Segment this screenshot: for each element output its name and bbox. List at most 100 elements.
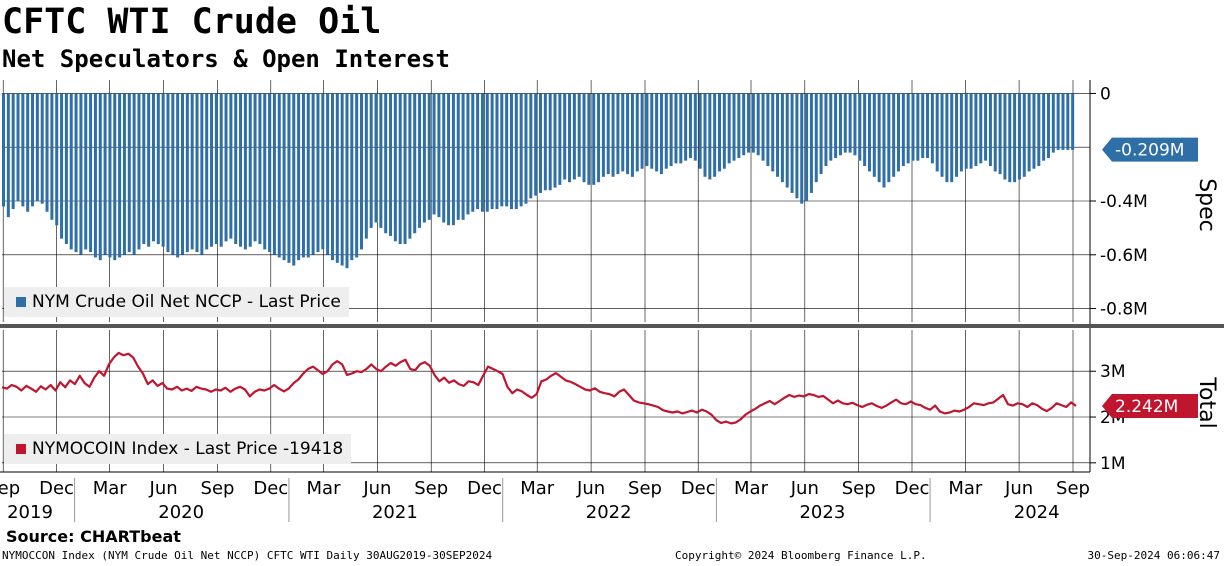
bar [108, 93, 112, 258]
bar [756, 93, 760, 156]
bar [838, 93, 842, 156]
bar [442, 93, 446, 223]
bar [379, 93, 383, 228]
bar [974, 93, 978, 167]
last-value-spec: -0.209M [1115, 141, 1184, 161]
bar [718, 93, 721, 172]
bar [64, 93, 68, 245]
footer-copyright: Copyright© 2024 Bloomberg Finance L.P. [675, 549, 927, 562]
bar [819, 93, 823, 175]
footer-timestamp: 30-Sep-2024 06:06:47 [1087, 549, 1220, 562]
bar [553, 93, 557, 188]
bar [693, 93, 697, 161]
bar [461, 93, 465, 220]
bar [35, 93, 39, 201]
bar [466, 93, 470, 215]
bar [224, 93, 228, 242]
bar [21, 93, 25, 207]
bar [703, 93, 707, 177]
bar [447, 93, 451, 226]
bar [248, 93, 252, 247]
bar [1003, 93, 1007, 180]
bar [897, 93, 900, 172]
bar [316, 93, 320, 253]
bar [814, 93, 818, 183]
bar [766, 93, 770, 167]
bar [1071, 93, 1075, 150]
bar [495, 93, 499, 210]
source-label: Source: CHARTbeat [6, 527, 181, 546]
footer-ticker-info: NYMOCCON Index (NYM Crude Oil Net NCCP) … [2, 549, 493, 562]
bar [572, 93, 576, 180]
bar [40, 93, 44, 204]
bar [113, 93, 117, 261]
bar [611, 93, 615, 177]
bar [214, 93, 218, 245]
bar [485, 93, 489, 212]
x-year-label: 2024 [1014, 502, 1060, 523]
bar [906, 93, 910, 164]
bar [200, 93, 204, 255]
bar [432, 93, 436, 215]
bar [306, 93, 310, 258]
bar [684, 93, 688, 161]
x-tick-label-month: Mar [948, 478, 983, 499]
bar [55, 93, 59, 226]
bar [297, 93, 301, 261]
bar [258, 93, 262, 245]
bar [84, 93, 88, 250]
bar [988, 93, 992, 167]
bar [1017, 93, 1021, 180]
bar [345, 93, 349, 269]
bar [171, 93, 175, 255]
bar [514, 93, 518, 210]
bar [1056, 93, 1060, 150]
x-tick-label-month: Dec [39, 478, 74, 499]
bar [195, 93, 199, 253]
bar [926, 93, 930, 158]
bar [679, 93, 683, 164]
bar [747, 93, 751, 153]
bar [853, 93, 857, 156]
x-tick-label-month: Dec [253, 478, 288, 499]
bar [727, 93, 731, 164]
bar [132, 93, 136, 255]
y-axis-title-spec: Spec [1194, 178, 1219, 232]
chart-title: CFTC WTI Crude Oil [2, 2, 382, 42]
bar [558, 93, 562, 185]
bar [156, 93, 160, 245]
bar [122, 93, 126, 255]
bar [98, 93, 102, 261]
bar [698, 93, 702, 169]
x-tick-label-month: Dec [895, 478, 930, 499]
bar [824, 93, 828, 167]
bar [959, 93, 963, 172]
bar [456, 93, 460, 220]
chart-subtitle: Net Speculators & Open Interest [2, 45, 450, 73]
bar [422, 93, 426, 223]
bar [621, 93, 625, 172]
legend-swatch-bar [16, 297, 26, 307]
bar [795, 93, 799, 199]
bar [181, 93, 184, 255]
bar [776, 93, 780, 177]
bar [301, 93, 305, 258]
bar [955, 93, 959, 177]
bar [364, 93, 368, 239]
bar [708, 93, 712, 180]
bar [234, 93, 238, 245]
bar [548, 93, 552, 191]
bar [374, 93, 378, 223]
x-tick-label-month: Mar [93, 478, 128, 499]
bar [892, 93, 896, 177]
bar [176, 93, 180, 258]
bar [877, 93, 881, 183]
bar [229, 93, 233, 239]
bar [210, 93, 214, 247]
bar [950, 93, 954, 183]
bar [916, 93, 920, 161]
bar [311, 93, 315, 255]
bar [829, 93, 833, 161]
bar [1032, 93, 1036, 169]
